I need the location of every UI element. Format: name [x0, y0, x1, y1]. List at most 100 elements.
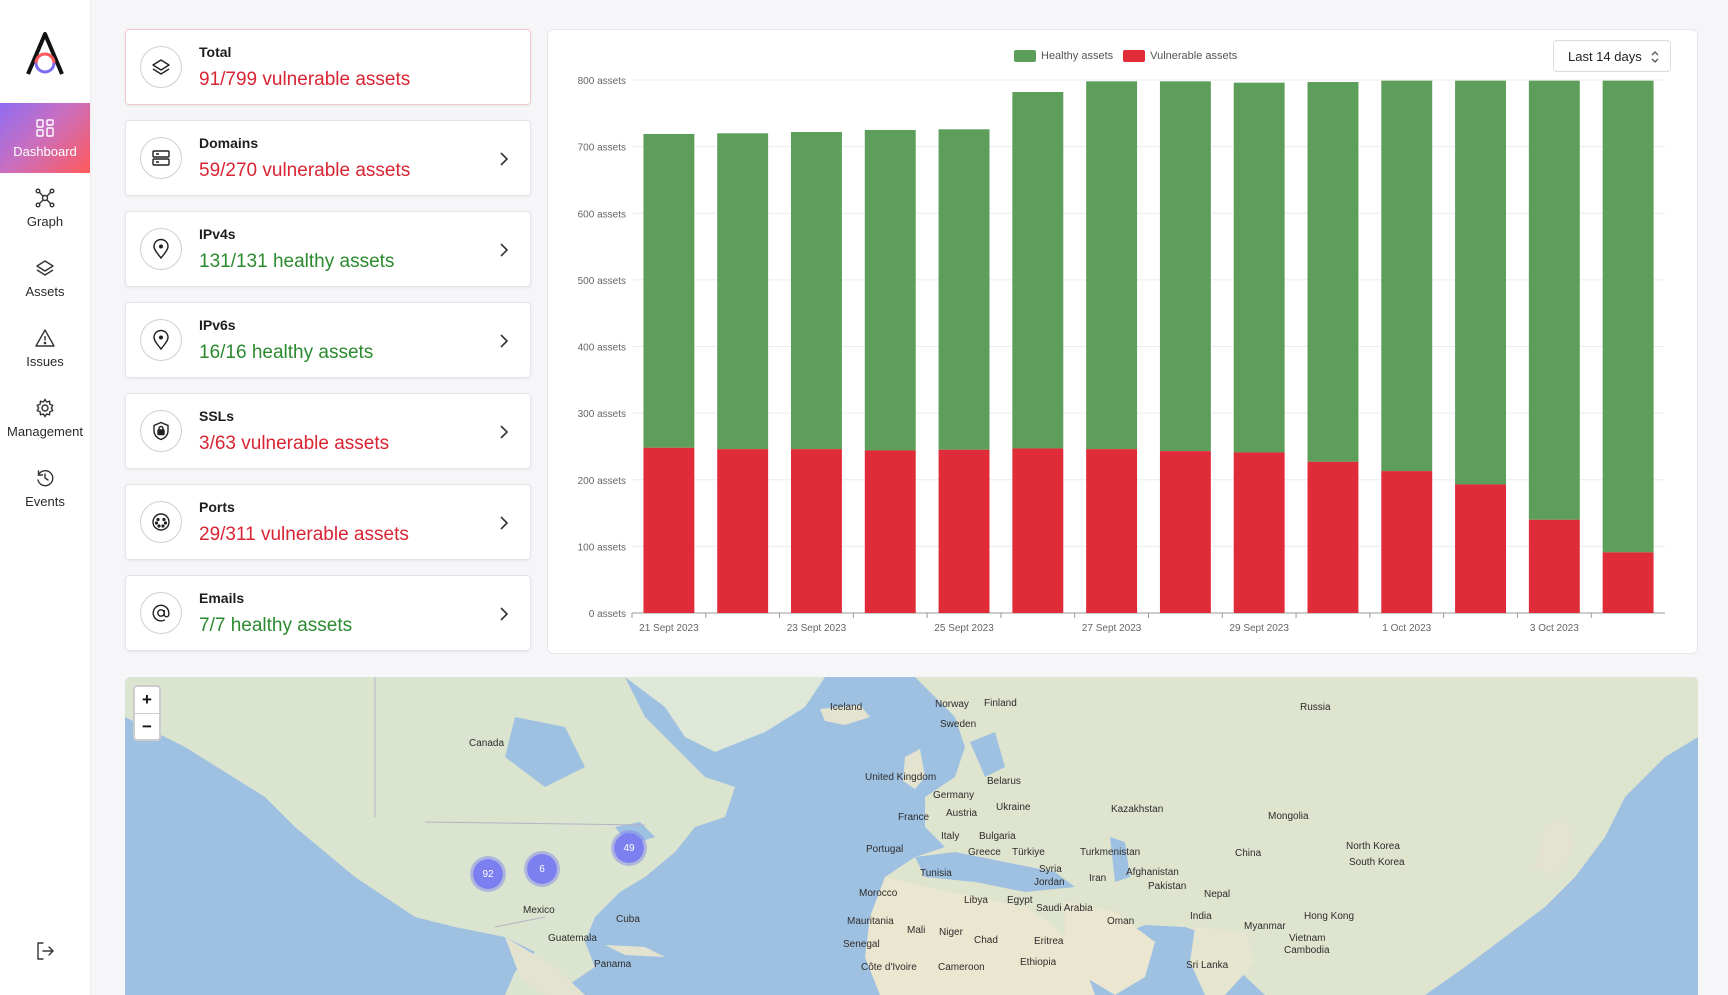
- bar-healthy[interactable]: [1233, 82, 1285, 453]
- bar-healthy[interactable]: [1307, 81, 1359, 462]
- map-country-label: Iceland: [830, 702, 863, 713]
- bar-healthy[interactable]: [1012, 91, 1064, 449]
- y-tick-label: 0 assets: [589, 609, 626, 620]
- card-ipv6s[interactable]: IPv6s 16/16 healthy assets: [125, 302, 531, 378]
- card-status: 3/63 vulnerable assets: [199, 433, 390, 454]
- bar-vulnerable[interactable]: [1086, 449, 1138, 613]
- card-ssls[interactable]: SSLs 3/63 vulnerable assets: [125, 393, 531, 469]
- warning-icon: [35, 329, 55, 347]
- bar-healthy[interactable]: [1086, 81, 1138, 450]
- map-country-label: Austria: [946, 808, 978, 819]
- map-country-label: United Kingdom: [865, 772, 937, 783]
- card-total[interactable]: Total 91/799 vulnerable assets: [125, 29, 531, 105]
- map-country-label: Panama: [594, 959, 632, 970]
- map-country-label: Afghanistan: [1126, 867, 1179, 878]
- map-country-label: Libya: [964, 895, 988, 906]
- bar-healthy[interactable]: [717, 133, 769, 450]
- bar-vulnerable[interactable]: [938, 449, 990, 613]
- map-country-label: Niger: [939, 927, 963, 938]
- card-title: Ports: [199, 499, 235, 515]
- card-ports[interactable]: Ports 29/311 vulnerable assets: [125, 484, 531, 560]
- map-country-label: China: [1235, 848, 1262, 859]
- map-cluster-marker[interactable]: 49: [611, 830, 647, 866]
- y-tick-label: 400 assets: [578, 343, 626, 354]
- bar-vulnerable[interactable]: [864, 450, 916, 613]
- bar-healthy[interactable]: [938, 129, 990, 450]
- zoom-in-button[interactable]: +: [135, 687, 159, 714]
- legend-item-vulnerable[interactable]: Vulnerable assets: [1123, 50, 1237, 62]
- map-country-label: Cameroon: [938, 962, 985, 973]
- map-country-label: Kazakhstan: [1111, 804, 1164, 815]
- y-tick-label: 500 assets: [578, 276, 626, 287]
- y-tick-label: 600 assets: [578, 209, 626, 220]
- map-country-label: Guatemala: [548, 933, 597, 944]
- map-cluster-marker[interactable]: 92: [470, 856, 506, 892]
- y-tick-label: 800 assets: [578, 76, 626, 87]
- chevron-right-icon: [500, 152, 509, 166]
- bar-healthy[interactable]: [1381, 80, 1433, 472]
- map-country-label: Canada: [469, 738, 505, 749]
- x-tick-label: 23 Sept 2023: [787, 623, 847, 634]
- sidebar-item-events[interactable]: Events: [0, 453, 90, 523]
- map-country-label: Hong Kong: [1304, 911, 1355, 922]
- zoom-out-button[interactable]: −: [142, 717, 152, 736]
- map-country-label: Finland: [984, 698, 1017, 709]
- app-logo-icon[interactable]: [24, 30, 66, 78]
- bar-vulnerable[interactable]: [791, 449, 842, 613]
- sidebar-item-issues[interactable]: Issues: [0, 313, 90, 383]
- bar-healthy[interactable]: [643, 133, 695, 448]
- location-pin-icon: [153, 329, 169, 351]
- bar-healthy[interactable]: [1528, 80, 1580, 520]
- bar-healthy[interactable]: [1159, 81, 1211, 452]
- map-country-label: Côte d'Ivoire: [861, 962, 917, 973]
- sidebar-item-label: Events: [25, 494, 65, 509]
- logout-icon[interactable]: [34, 940, 56, 962]
- map-country-label: Vietnam: [1289, 933, 1326, 944]
- map-cluster-marker[interactable]: 6: [524, 851, 560, 887]
- sidebar-item-dashboard[interactable]: Dashboard: [0, 103, 90, 173]
- legend-swatch-vulnerable: [1123, 50, 1146, 62]
- map-country-label: Sweden: [940, 719, 977, 730]
- bar-vulnerable[interactable]: [1307, 461, 1359, 613]
- card-emails[interactable]: Emails 7/7 healthy assets: [125, 575, 531, 651]
- legend-label-healthy: Healthy assets: [1041, 50, 1114, 62]
- bar-vulnerable[interactable]: [1455, 484, 1506, 613]
- sidebar-item-label: Graph: [26, 214, 64, 229]
- legend-swatch-healthy: [1014, 50, 1036, 62]
- sidebar-item-management[interactable]: Management: [0, 383, 90, 453]
- bar-healthy[interactable]: [1602, 80, 1654, 553]
- bar-healthy[interactable]: [864, 129, 916, 451]
- sidebar-item-graph[interactable]: Graph: [0, 173, 90, 243]
- bar-healthy[interactable]: [1455, 80, 1506, 485]
- card-title: Emails: [199, 590, 245, 606]
- bar-vulnerable[interactable]: [1381, 471, 1433, 613]
- card-status: 7/7 healthy assets: [199, 615, 353, 636]
- map-country-label: Mexico: [523, 905, 555, 916]
- map-country-label: India: [1190, 911, 1212, 922]
- bar-vulnerable[interactable]: [1012, 448, 1064, 613]
- layers-icon: [36, 260, 54, 276]
- card-status: 59/270 vulnerable assets: [199, 160, 411, 181]
- assets-world-map[interactable]: + − 92 6 49 Iceland Norway Finland Sweden Ru…: [125, 677, 1698, 995]
- bar-vulnerable[interactable]: [1159, 451, 1211, 613]
- bar-vulnerable[interactable]: [717, 449, 769, 613]
- bar-vulnerable[interactable]: [643, 447, 695, 613]
- chart-legend: Healthy assets Vulnerable assets: [1014, 50, 1247, 62]
- chevron-right-icon: [500, 607, 509, 621]
- bar-healthy[interactable]: [791, 131, 842, 450]
- card-status: 16/16 healthy assets: [199, 342, 374, 363]
- card-ipv4s[interactable]: IPv4s 131/131 healthy assets: [125, 211, 531, 287]
- bar-vulnerable[interactable]: [1602, 552, 1654, 613]
- legend-item-healthy[interactable]: Healthy assets: [1014, 50, 1113, 62]
- map-country-label: Tunisia: [920, 868, 952, 879]
- map-country-label: North Korea: [1346, 841, 1400, 852]
- card-domains[interactable]: Domains 59/270 vulnerable assets: [125, 120, 531, 196]
- sidebar-item-label: Dashboard: [13, 144, 77, 159]
- bar-vulnerable[interactable]: [1528, 519, 1580, 613]
- date-range-select[interactable]: Last 14 days: [1553, 40, 1671, 72]
- server-icon: [152, 150, 170, 166]
- sidebar-item-assets[interactable]: Assets: [0, 243, 90, 313]
- layers-icon: [152, 59, 170, 75]
- date-range-value: Last 14 days: [1568, 48, 1642, 64]
- bar-vulnerable[interactable]: [1233, 452, 1285, 613]
